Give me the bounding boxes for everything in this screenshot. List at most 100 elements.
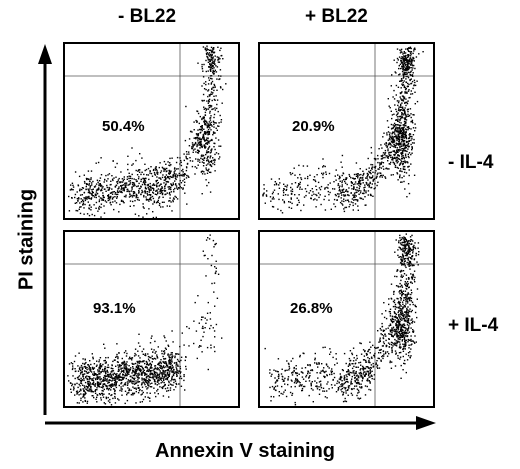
scatter-point <box>393 343 395 345</box>
scatter-point <box>344 206 346 209</box>
scatter-point <box>394 305 396 308</box>
scatter-point <box>309 174 311 176</box>
scatter-point <box>359 182 361 184</box>
scatter-point <box>108 173 111 175</box>
scatter-point <box>206 184 208 187</box>
scatter-point <box>389 313 392 315</box>
scatter-point <box>114 385 116 387</box>
scatter-point <box>413 270 416 272</box>
scatter-point <box>388 353 390 355</box>
scatter-point <box>218 122 220 124</box>
scatter-point <box>401 83 403 85</box>
scatter-point <box>387 342 390 344</box>
scatter-point <box>199 141 201 144</box>
scatter-point <box>150 187 152 189</box>
scatter-point <box>409 261 412 263</box>
scatter-point <box>377 357 379 359</box>
scatter-point <box>135 196 137 199</box>
scatter-point <box>184 192 186 194</box>
scatter-point <box>407 85 409 88</box>
scatter-point <box>410 289 412 291</box>
scatter-point <box>389 107 391 109</box>
scatter-point <box>165 181 167 183</box>
scatter-point <box>365 204 367 206</box>
scatter-point <box>188 327 190 330</box>
scatter-point <box>382 341 385 343</box>
scatter-point <box>391 133 393 135</box>
scatter-point <box>176 176 178 178</box>
scatter-point <box>287 376 290 378</box>
scatter-point <box>140 180 142 183</box>
scatter-point <box>157 374 160 376</box>
scatter-point <box>360 368 362 370</box>
scatter-point <box>402 132 404 134</box>
scatter-point <box>191 147 193 150</box>
scatter-point <box>400 109 403 111</box>
scatter-point <box>404 246 406 249</box>
scatter-point <box>214 107 216 109</box>
scatter-point <box>356 189 358 191</box>
scatter-point <box>138 176 140 178</box>
scatter-point <box>402 140 404 143</box>
scatter-point <box>215 65 217 67</box>
scatter-point <box>148 360 151 362</box>
scatter-point <box>104 362 107 364</box>
scatter-point <box>154 367 157 369</box>
scatter-point <box>191 165 194 168</box>
scatter-point <box>135 365 138 368</box>
scatter-point <box>135 366 138 368</box>
scatter-point <box>112 201 114 203</box>
scatter-point <box>91 184 93 186</box>
scatter-point <box>120 188 122 190</box>
scatter-point <box>391 156 394 158</box>
scatter-point <box>106 370 108 372</box>
scatter-point <box>353 194 356 196</box>
scatter-point <box>126 374 128 376</box>
scatter-point <box>135 195 137 198</box>
scatter-point <box>90 206 92 208</box>
scatter-point <box>401 133 403 135</box>
scatter-point <box>350 392 353 395</box>
scatter-point <box>410 74 412 76</box>
scatter-point <box>284 185 286 187</box>
scatter-point <box>201 193 203 195</box>
scatter-point <box>167 354 169 356</box>
scatter-point <box>360 176 362 179</box>
scatter-point <box>389 324 392 326</box>
scatter-point <box>408 156 410 159</box>
scatter-point <box>135 193 138 196</box>
scatter-point <box>142 353 144 355</box>
scatter-point <box>401 336 403 338</box>
scatter-point <box>151 195 154 198</box>
scatter-point <box>312 191 314 193</box>
scatter-point <box>320 383 322 385</box>
scatter-point <box>164 387 167 390</box>
scatter-point <box>124 384 127 386</box>
scatter-point <box>206 47 208 50</box>
scatter-point <box>170 186 172 189</box>
scatter-point <box>110 374 112 377</box>
scatter-point <box>401 308 403 310</box>
scatter-point <box>145 386 147 388</box>
scatter-point <box>393 113 395 115</box>
scatter-point <box>314 359 316 361</box>
scatter-point <box>85 361 87 364</box>
scatter-point <box>125 182 128 184</box>
scatter-point <box>411 309 413 312</box>
scatter-point <box>397 286 400 288</box>
scatter-point <box>404 61 406 64</box>
scatter-point <box>157 192 159 195</box>
scatter-point <box>183 174 185 176</box>
scatter-point <box>158 362 160 364</box>
scatter-point <box>154 193 157 195</box>
scatter-point <box>87 201 89 203</box>
scatter-point <box>389 308 392 310</box>
scatter-point <box>286 184 289 186</box>
scatter-point <box>165 163 167 165</box>
scatter-point <box>173 371 175 373</box>
scatter-point <box>414 335 416 337</box>
scatter-plot <box>260 232 433 406</box>
scatter-point <box>401 134 404 137</box>
scatter-point <box>87 188 89 190</box>
scatter-point <box>123 188 125 190</box>
